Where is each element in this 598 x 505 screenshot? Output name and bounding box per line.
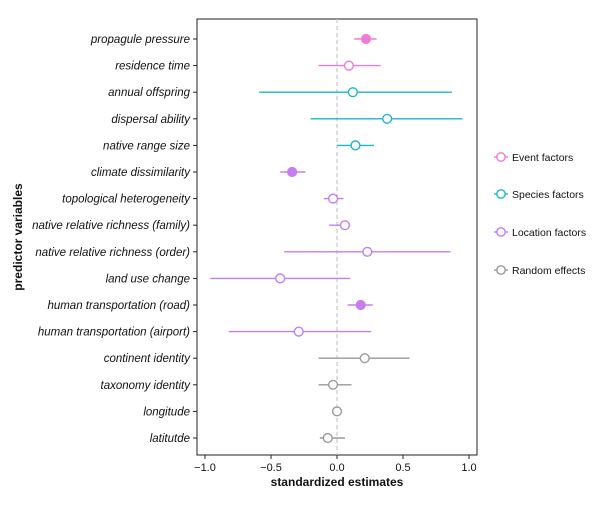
estimate-point	[339, 220, 351, 231]
estimate-point	[359, 353, 370, 364]
legend-key-point	[496, 265, 506, 275]
estimate-point	[327, 193, 339, 204]
y-tick-label: native relative richness (order)	[35, 247, 190, 259]
estimate-point	[327, 379, 339, 390]
x-tick-label: 1.0	[461, 462, 476, 474]
estimate-point	[343, 60, 354, 71]
legend-key-point	[496, 152, 506, 162]
y-tick-label: dispersal ability	[111, 114, 191, 126]
legend-label: Location factors	[512, 227, 586, 239]
y-axis-title: predictor variables	[11, 183, 25, 291]
y-tick-label: human transportation (airport)	[38, 327, 190, 339]
y-tick-label: taxonomy identity	[101, 380, 192, 392]
estimate-point	[293, 326, 304, 337]
estimate-point	[331, 406, 343, 417]
legend-key-point	[496, 227, 506, 237]
x-tick-label: −0.5	[260, 462, 282, 474]
estimate-point	[360, 33, 372, 45]
legend-label: Species factors	[512, 189, 584, 201]
estimate-point	[322, 432, 333, 444]
y-tick-label: longitude	[143, 406, 190, 418]
estimate-point	[362, 246, 373, 257]
x-tick-label: −1.0	[194, 462, 216, 474]
chart-marks: −1.0 −0.5 0.0 0.5 1.0 propagule pressure resid…	[32, 19, 477, 474]
y-tick-label: continent identity	[104, 353, 192, 365]
y-tick-label: propagule pressure	[90, 34, 190, 46]
y-tick-label: human transportation (road)	[47, 300, 190, 312]
y-tick-label: residence time	[115, 61, 190, 73]
legend-key-point	[496, 189, 506, 199]
legend-label: Random effects	[512, 265, 585, 277]
y-tick-label: annual offspring	[108, 87, 190, 99]
estimate-point	[347, 87, 358, 98]
estimate-point	[355, 299, 366, 311]
x-axis-title: standardized estimates	[271, 475, 404, 489]
estimate-point	[287, 166, 298, 178]
y-tick-label: native relative richness (family)	[32, 220, 190, 232]
x-tick-label: 0.5	[395, 462, 410, 474]
estimate-point	[275, 273, 286, 284]
y-tick-label: native range size	[103, 140, 190, 152]
x-tick-label: 0.0	[329, 462, 344, 474]
y-tick-label: latitutde	[150, 433, 190, 445]
y-tick-label: climate dissimilarity	[91, 167, 191, 179]
estimate-point	[350, 140, 361, 151]
estimate-point	[382, 113, 393, 124]
legend: Event factors Species factors Location fac…	[494, 152, 586, 277]
y-tick-label: topological heterogeneity	[62, 194, 191, 206]
legend-label: Event factors	[512, 152, 573, 164]
y-tick-label: land use change	[106, 273, 190, 285]
